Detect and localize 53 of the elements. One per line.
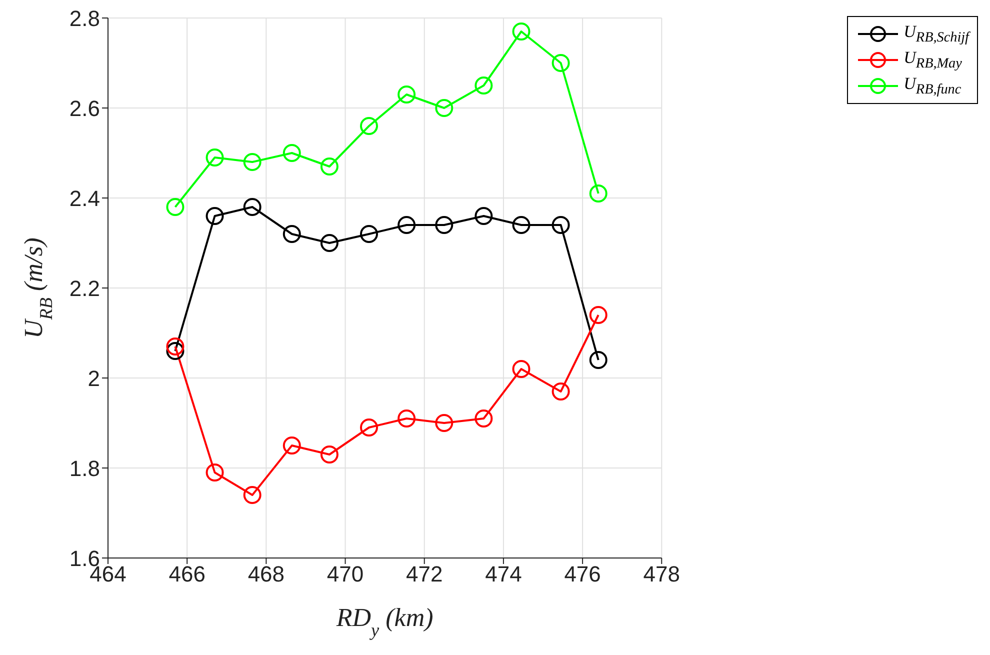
point <box>320 158 338 176</box>
point <box>360 225 378 243</box>
y-tick-label: 2.4 <box>69 186 100 211</box>
x-axis-title: RD$_{y}$ (km) <box>335 603 434 640</box>
point <box>320 234 338 252</box>
point <box>243 486 262 504</box>
y-tick-label: 2.8 <box>69 6 100 31</box>
point <box>206 148 224 166</box>
legend-label: U$_{RB,May}$ <box>904 48 962 72</box>
point <box>243 153 262 171</box>
point <box>360 117 378 135</box>
x-tick-label: 478 <box>643 562 680 587</box>
y-tick-label: 2 <box>88 366 100 391</box>
point <box>512 360 530 378</box>
point <box>474 410 493 428</box>
x-tick-label: 468 <box>248 562 285 587</box>
point <box>435 414 454 432</box>
y-tick-label: 1.8 <box>69 456 100 481</box>
point <box>552 216 570 234</box>
point <box>282 225 301 243</box>
point <box>282 144 301 162</box>
point <box>166 198 184 216</box>
point <box>206 464 224 482</box>
point <box>243 198 262 216</box>
point <box>474 76 493 94</box>
point <box>552 382 570 400</box>
point <box>320 446 338 464</box>
x-tick-label: 474 <box>485 562 522 587</box>
point <box>398 410 416 428</box>
point <box>589 306 608 324</box>
point <box>512 216 530 234</box>
y-tick-label: 2.2 <box>69 276 100 301</box>
point <box>206 207 224 225</box>
point <box>282 436 301 454</box>
point <box>474 207 493 225</box>
point <box>398 216 416 234</box>
point <box>552 54 570 72</box>
x-tick-label: 476 <box>564 562 601 587</box>
x-tick-label: 472 <box>406 562 443 587</box>
x-tick-label: 470 <box>326 562 364 587</box>
legend-label: U$_{RB,Schijf}$ <box>904 22 969 46</box>
x-tick-label: 466 <box>168 562 206 587</box>
point <box>589 351 608 369</box>
point <box>398 86 416 104</box>
point <box>166 342 184 360</box>
legend-label: U$_{RB,func}$ <box>904 74 962 98</box>
point <box>589 184 608 202</box>
point <box>360 418 378 436</box>
point <box>435 216 454 234</box>
point <box>512 22 530 40</box>
point <box>435 99 454 117</box>
point <box>166 338 184 356</box>
y-tick-label: 2.6 <box>69 96 100 121</box>
